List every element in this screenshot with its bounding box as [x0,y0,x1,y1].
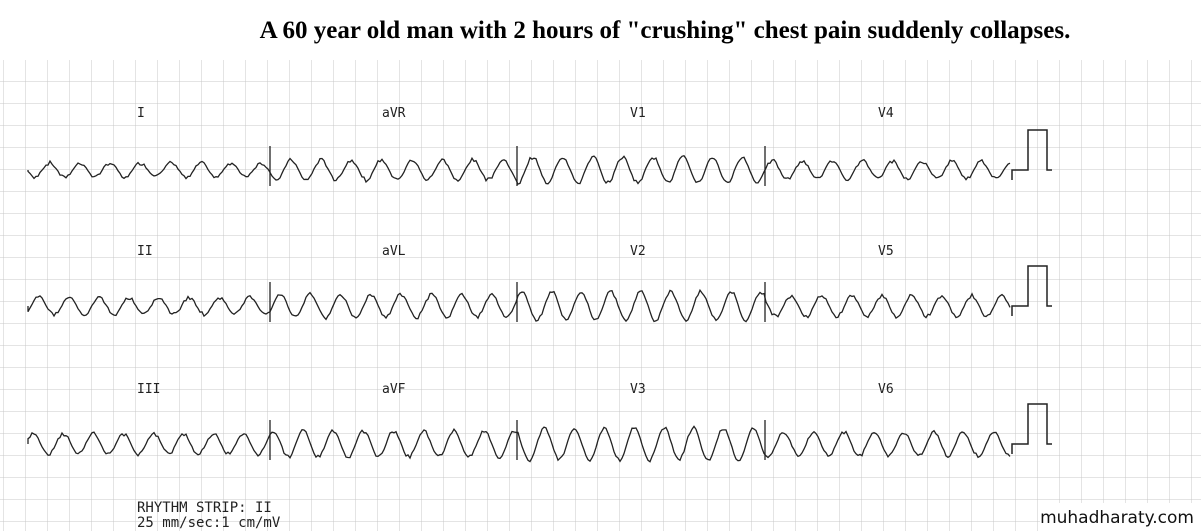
lead-label: V4 [878,106,894,121]
ecg-paper [0,60,1201,531]
calibration-pulse [1011,403,1052,454]
lead-label: V5 [878,244,894,259]
ecg-traces [27,129,1052,463]
ecg-trace [27,155,1011,185]
calibration-pulse [1011,129,1052,180]
lead-label: aVF [382,382,406,397]
lead-label: aVL [382,244,406,259]
lead-label: V3 [630,382,646,397]
rhythm-strip-label: RHYTHM STRIP: II [137,500,272,516]
watermark-bg [1040,503,1201,531]
lead-label: I [137,106,145,121]
lead-label: III [137,382,160,397]
ecg-trace [27,425,1011,463]
calibration-pulse [1011,265,1052,316]
lead-label: V6 [878,382,894,397]
lead-label: aVR [382,106,406,121]
lead-label: V1 [630,106,646,121]
rhythm-strip-settings: 25 mm/sec:1 cm/mV [137,515,281,531]
title: A 60 year old man with 2 hours of "crush… [260,17,1071,44]
lead-label: V2 [630,244,646,259]
ecg-trace [27,288,1011,323]
lead-label: II [137,244,153,259]
watermark: muhadharaty.com [1040,508,1194,528]
